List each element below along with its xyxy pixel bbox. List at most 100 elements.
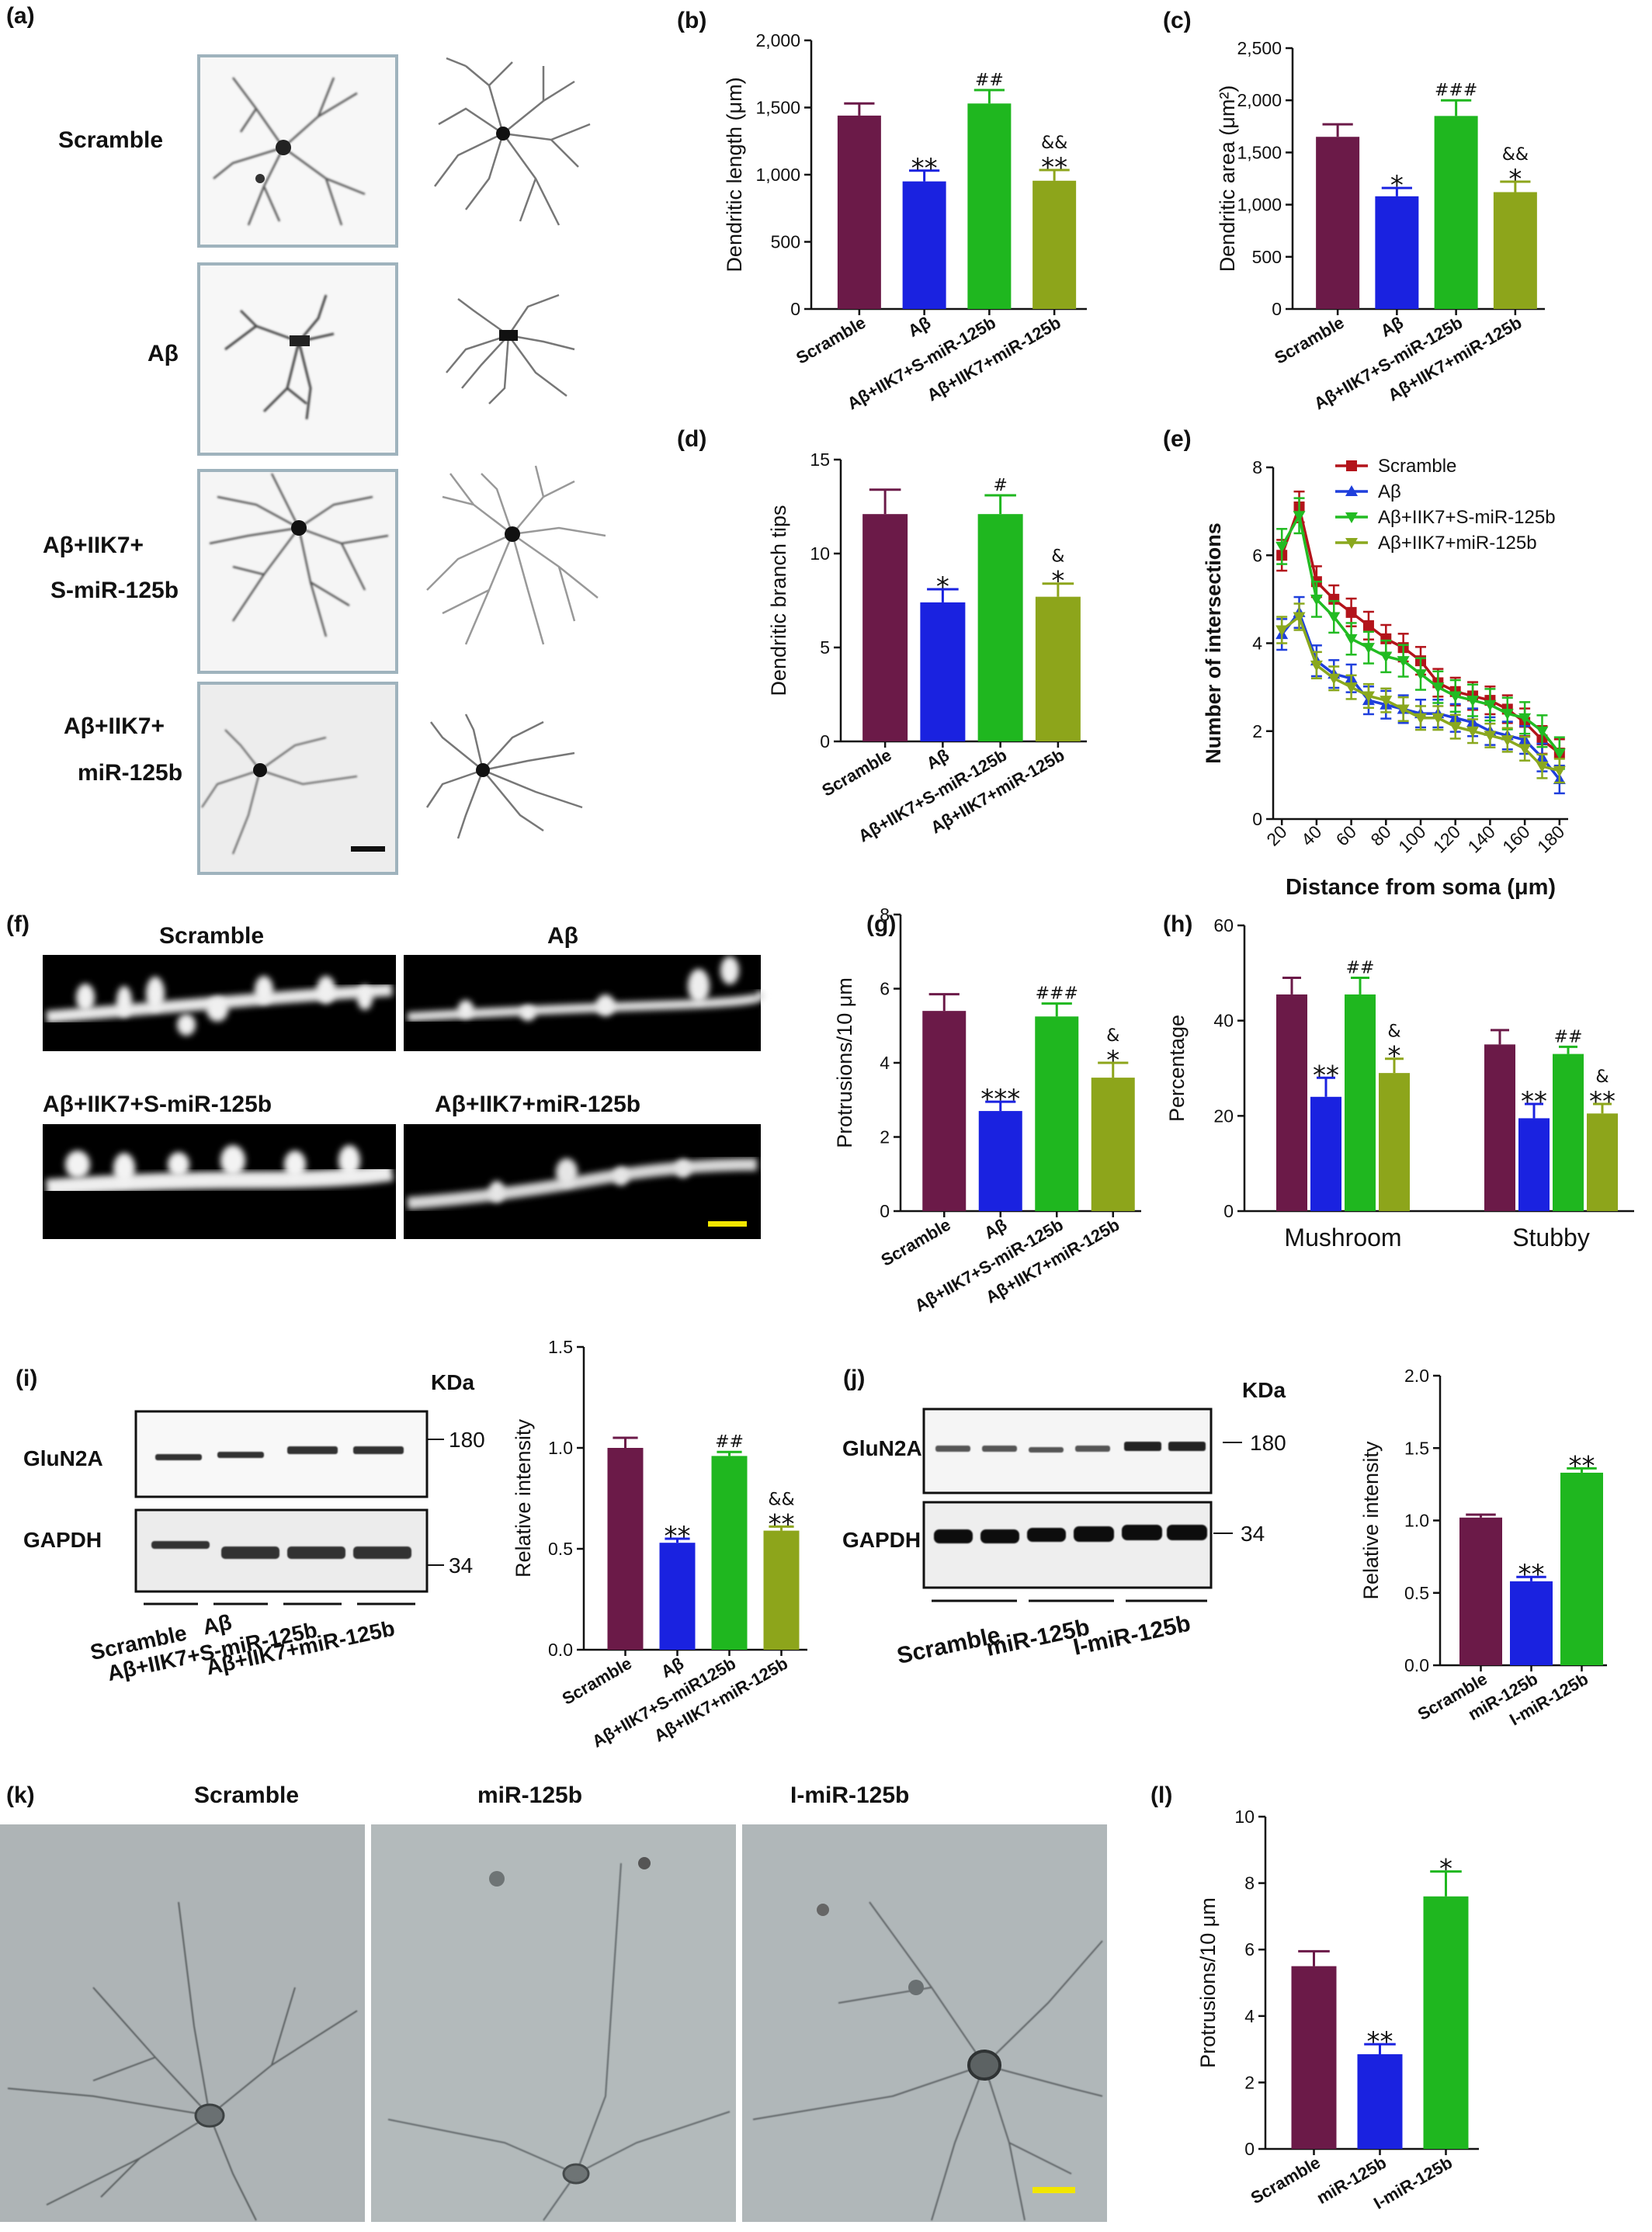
x-tick-label: 120 [1429,821,1465,857]
marker-triangle-down [1397,704,1410,716]
panel-j-blot: KDa GluN2A GAPDH 180 34 Scramble miR-125… [842,1378,1286,1669]
marker-triangle-down [1397,656,1410,668]
significance-mark: ** [1518,1559,1545,1590]
marker-triangle-down [1484,699,1497,711]
bar-scramble [862,514,908,741]
bar-a- [920,602,966,741]
y-tick-label: 6 [1252,545,1262,565]
x-tick-label: 20 [1262,821,1290,849]
y-tick-label: 1.5 [548,1337,573,1357]
marker-180-i: 180 [449,1428,485,1452]
bar-a-iik7-s-mir-125b [1035,1016,1079,1211]
bar-mir-125b [1357,2054,1403,2149]
significance-mark: ** [665,1521,691,1552]
panel-label-h: (h) [1163,911,1192,937]
x-tick-label: 140 [1463,821,1499,857]
y-tick-label: 8 [1244,1873,1255,1894]
tracing-scramble [434,57,591,226]
band-label-glun2a-j: GluN2A [842,1436,922,1460]
y-tick-label: 20 [1213,1106,1234,1126]
marker-34-j: 34 [1241,1522,1265,1546]
bar-scramble [1459,1517,1502,1665]
y-tick-label: 2,000 [755,30,800,50]
bar-mushroom-1 [1310,1096,1341,1211]
y-tick-label: 0 [790,299,800,319]
chart-b-dendritic-length: 0 500 1,000 1,500 2,000 Dendritic length (μm)… [723,30,1087,414]
brightfield-image-scramble [0,1824,365,2222]
y-tick-label: 1.5 [1404,1438,1429,1458]
marker-triangle-down [1466,726,1480,738]
dendrite-image-abeta [404,955,765,1051]
marker-triangle-down [1501,709,1514,720]
marker-triangle-down [1414,669,1427,681]
y-axis-title: Dendritic branch tips [767,505,790,696]
significance-mark: * [1106,1045,1119,1076]
bar-scramble [1291,1966,1337,2149]
bar-scramble [607,1448,644,1650]
micrograph-scramble [197,54,398,248]
bar-a-iik7-s-mir-125b [1434,116,1478,309]
bar-scramble [1316,137,1360,309]
bar-mushroom-0 [1276,994,1307,1211]
marker-triangle-down [1432,682,1445,694]
marker-triangle-down [1501,735,1514,747]
tracing-abeta-iik7-mir125b [425,713,583,839]
y-tick-label: 0.5 [548,1539,573,1559]
x-category-label: Scramble [1271,313,1347,368]
kda-label-i: KDa [431,1370,474,1394]
marker-triangle-down [1553,748,1566,760]
y-tick-label: 0.5 [1404,1583,1429,1603]
y-tick-label: 1.0 [1404,1511,1429,1531]
y-tick-label: 2,500 [1237,38,1282,58]
y-tick-label: 40 [1213,1011,1234,1031]
y-tick-label: 0 [880,1201,890,1221]
chart-c-dendritic-area: 0 500 1,000 1,500 2,000 2,500 Dendritic area (… [1216,38,1545,414]
significance-mark: ### [1036,984,1078,1004]
scale-bar-a [351,846,385,852]
tracing-abeta [446,293,575,404]
x-group-label: Stubby [1512,1224,1590,1251]
dendrite-image-iik7-mir [404,1124,761,1239]
panel-label-c: (c) [1163,8,1192,33]
bar-a-iik7-mir-125b [1091,1078,1135,1211]
row-label-scramble: Scramble [58,127,163,153]
y-tick-label: 0 [1244,2139,1255,2159]
x-category-label: Scramble [877,1215,953,1270]
y-tick-label: 0 [1252,809,1262,829]
x-category-label: Aβ [980,1215,1010,1243]
bar-a-iik7-mir-125b [1035,596,1081,741]
significance-mark: * [936,571,949,602]
significance-mark: & [1106,1026,1119,1046]
significance-mark: ** [911,153,938,184]
lane-label-j-2: I-miR-125b [1071,1611,1193,1661]
y-axis-title: Percentage [1165,1015,1189,1122]
marker-triangle-down [1275,541,1289,553]
y-tick-label: 0 [1272,299,1282,319]
bar-a- [902,181,946,309]
panel-a: Scramble Aβ Aβ+IIK7+ S-miR-125b Aβ+IIK7+… [43,54,606,875]
x-category-label: Scramble [1248,2153,1324,2208]
marker-triangle-down [1466,696,1480,707]
y-tick-label: 2 [1252,721,1262,741]
marker-triangle-down [1293,511,1306,522]
significance-mark: ** [1367,2026,1393,2057]
marker-triangle-down [1449,722,1462,734]
brightfield-title-mir125b: miR-125b [477,1782,582,1808]
dendrite-image-scramble [43,955,396,1051]
panel-label-i: (i) [16,1366,37,1391]
marker-triangle-down [1362,691,1375,703]
panel-label-b: (b) [677,8,706,33]
y-tick-label: 6 [1244,1939,1255,1960]
x-tick-label: 160 [1498,821,1534,857]
x-tick-label: 80 [1366,821,1394,849]
bar-a-iik7-mir-125b [1032,180,1077,309]
x-tick-label: 40 [1297,821,1325,849]
significance-mark: ** [1589,1086,1616,1117]
significance-mark: * [1508,164,1522,195]
y-axis-title: Dendritic area (μm²) [1216,85,1239,272]
significance-mark: ** [1041,152,1067,183]
legend-label: Aβ+IIK7+S-miR-125b [1378,507,1556,528]
